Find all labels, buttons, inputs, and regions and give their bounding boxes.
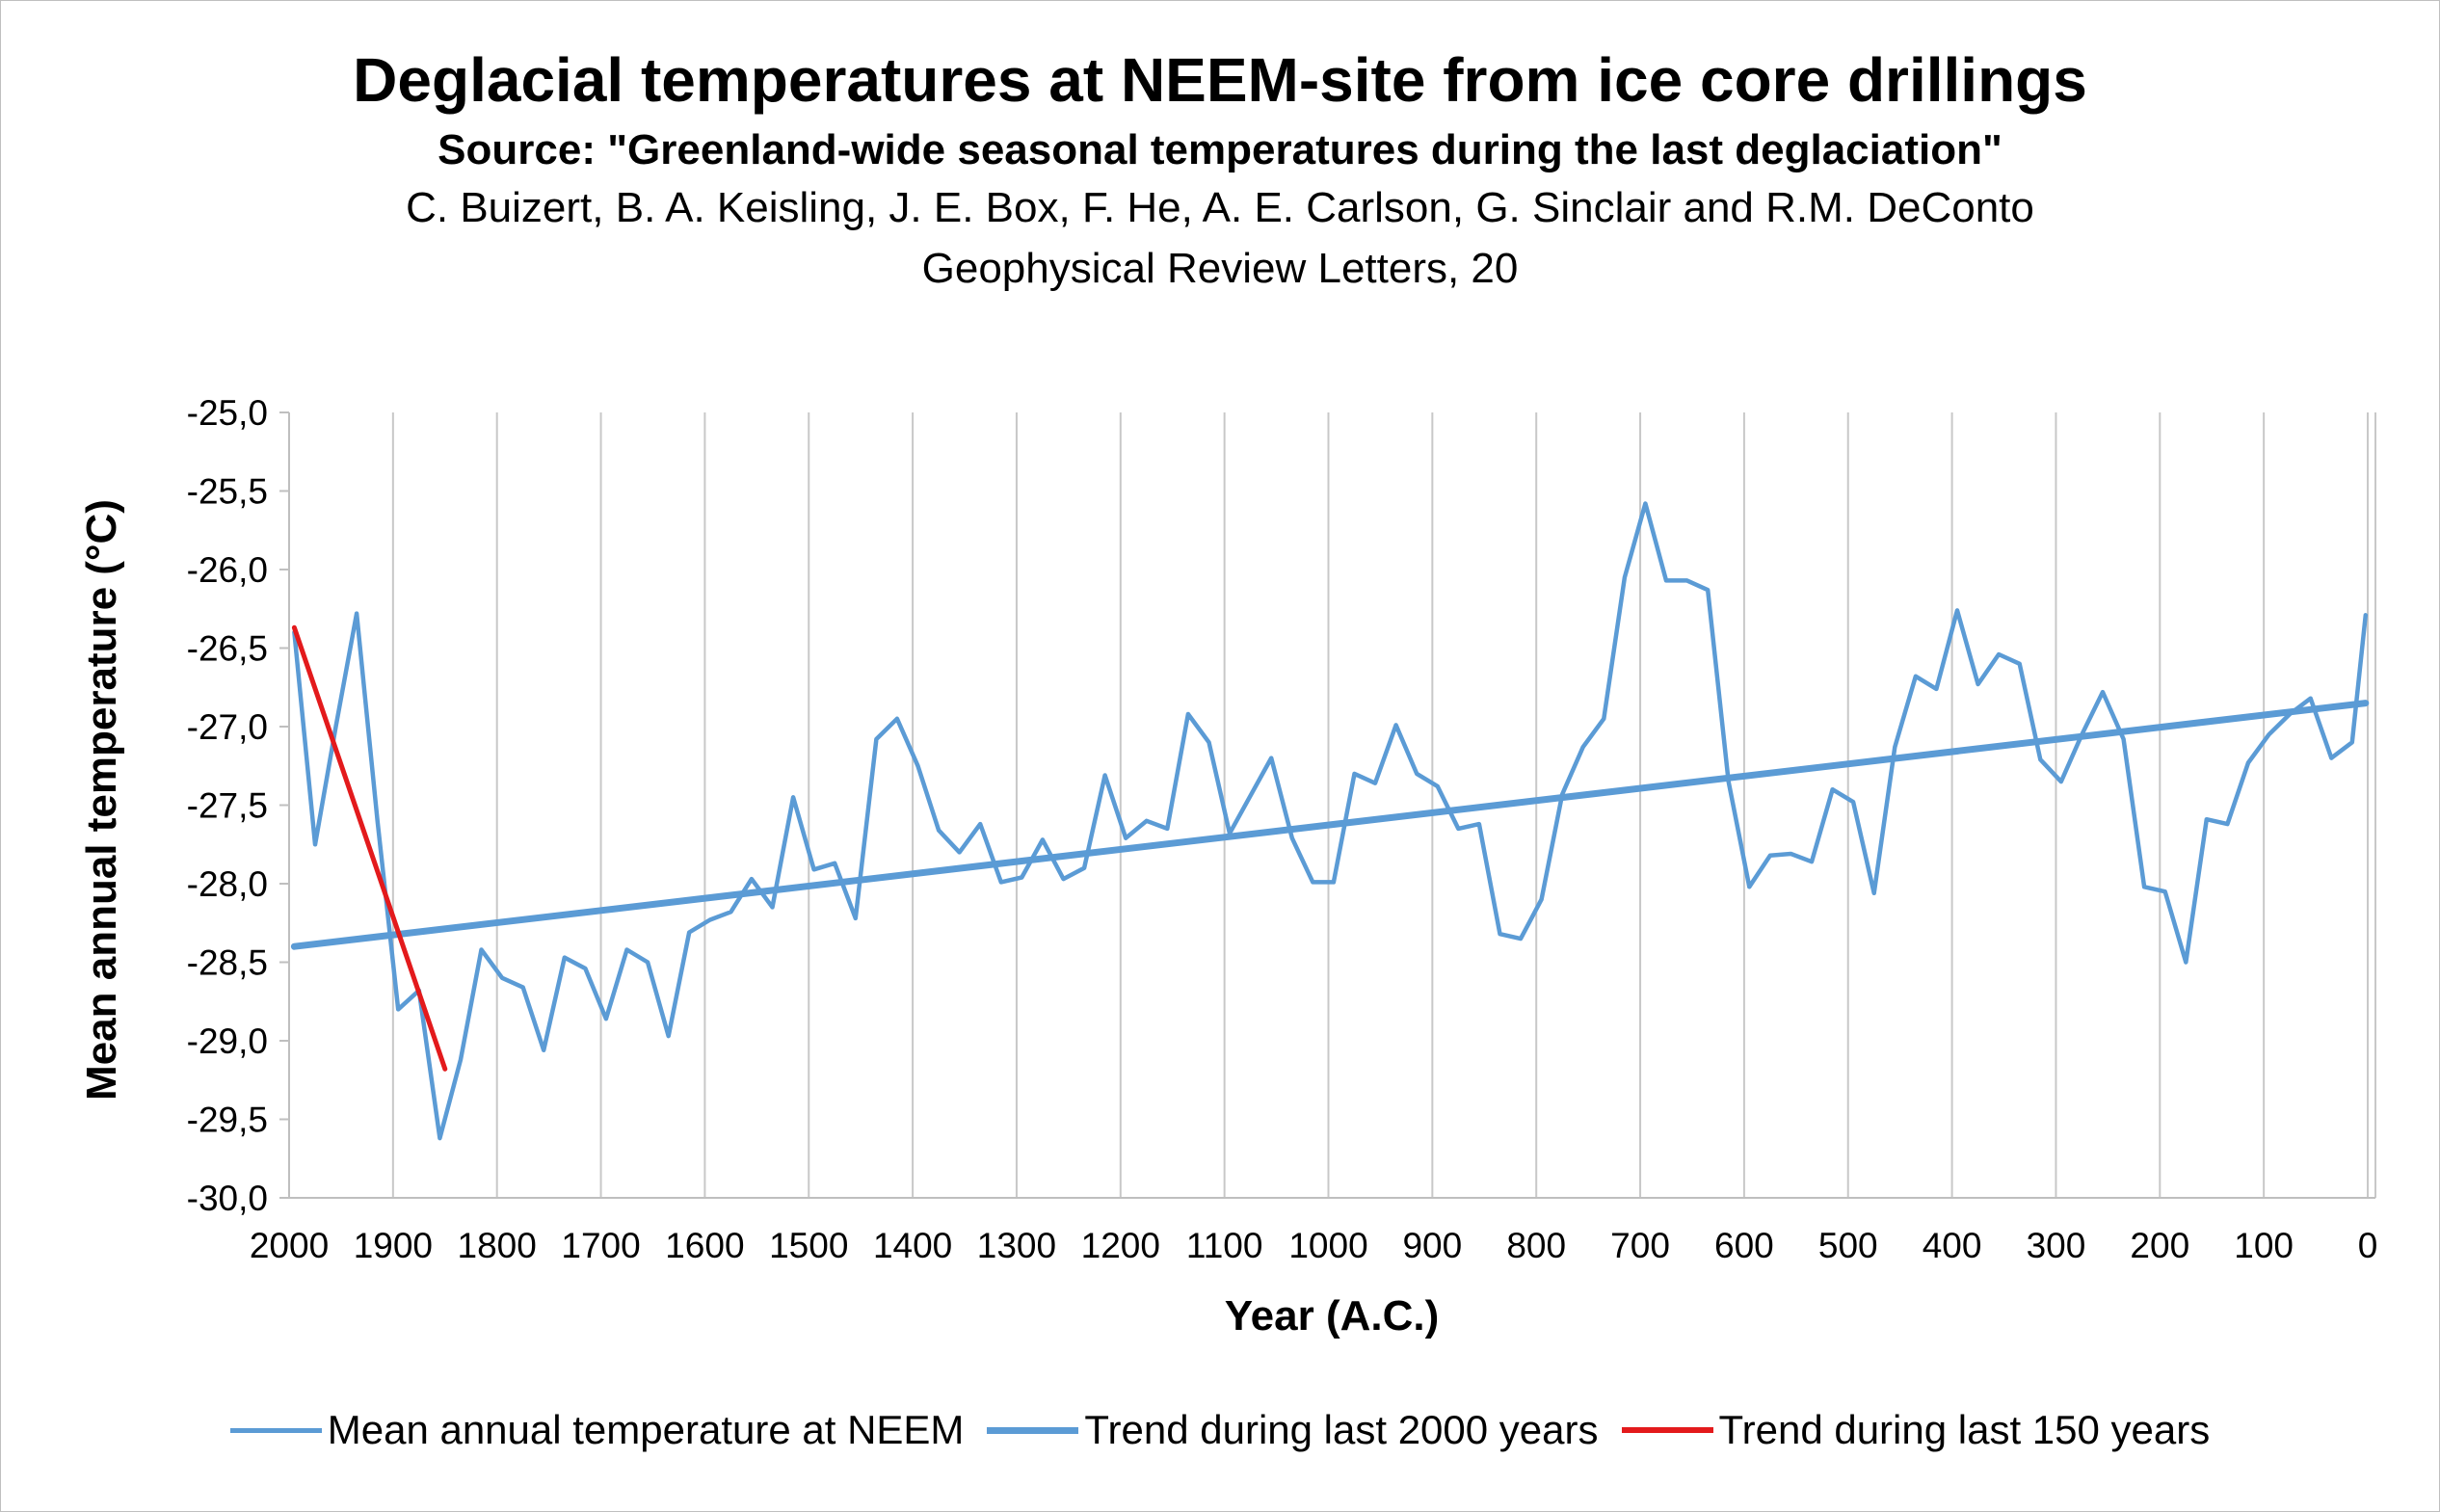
y-tick-label: -29,5: [187, 1101, 268, 1140]
x-tick-label: 1900: [354, 1226, 433, 1265]
x-tick-label: 900: [1402, 1226, 1462, 1265]
x-tick-label: 1400: [873, 1226, 952, 1265]
x-tick-label: 1200: [1081, 1226, 1160, 1265]
x-tick-label: 200: [2130, 1226, 2189, 1265]
x-tick-label: 1300: [977, 1226, 1056, 1265]
y-tick-label: -25,0: [187, 393, 268, 433]
legend-item-trend-150: Trend during last 150 years: [1621, 1407, 2211, 1453]
chart-title: Deglacial temperatures at NEEM-site from…: [353, 45, 2087, 115]
x-tick-label: 1000: [1288, 1226, 1367, 1265]
chart-authors: C. Buizert, B. A. Keisling, J. E. Box, F…: [406, 184, 2034, 231]
x-tick-label: 1700: [561, 1226, 640, 1265]
x-tick-label: 700: [1610, 1226, 1670, 1265]
x-tick-label: 1800: [458, 1226, 537, 1265]
y-tick-label: -25,5: [187, 472, 268, 512]
legend-label-trend-150: Trend during last 150 years: [1718, 1407, 2211, 1452]
x-tick-label: 2000: [250, 1226, 329, 1265]
x-tick-label: 600: [1714, 1226, 1774, 1265]
x-tick-label: 800: [1506, 1226, 1566, 1265]
legend-item-temperature: Mean annual temperature at NEEM: [229, 1407, 965, 1453]
x-axis-label: Year (A.C.): [1225, 1292, 1440, 1340]
y-tick-label: -26,5: [187, 629, 268, 669]
x-tick-label: 500: [1818, 1226, 1878, 1265]
x-tick-label: 0: [2358, 1226, 2378, 1265]
tick-labels: -25,0 -25,5 -26,0 -26,5 -27,0 -27,5 -28,0 -28,5…: [187, 393, 2378, 1265]
series-temperature-line: [292, 501, 2369, 1141]
x-tick-label: 1100: [1186, 1226, 1263, 1265]
grid-lines: [288, 412, 2376, 1198]
legend-swatch-trend-150: [1621, 1427, 1713, 1433]
legend-swatch-trend-2000: [987, 1426, 1079, 1434]
legend-label-trend-2000: Trend during last 2000 years: [1084, 1407, 1599, 1452]
y-tick-label: -27,0: [187, 707, 268, 747]
x-tick-label: 300: [2027, 1226, 2086, 1265]
legend-item-trend-2000: Trend during last 2000 years: [987, 1407, 1599, 1453]
y-axis-label: Mean annual temperature (°C): [78, 499, 125, 1101]
x-tick-label: 1600: [665, 1226, 744, 1265]
y-tick-label: -30,0: [187, 1179, 268, 1218]
y-tick-label: -28,5: [187, 943, 268, 983]
chart-subtitle: Source: "Greenland-wide seasonal tempera…: [438, 126, 2002, 173]
y-tick-label: -29,0: [187, 1021, 268, 1061]
chart-journal: Geophysical Review Letters, 20: [921, 245, 1519, 292]
legend-swatch-temperature: [229, 1427, 322, 1433]
plot-area: [290, 501, 2370, 1141]
legend-label-temperature: Mean annual temperature at NEEM: [327, 1407, 965, 1452]
series-trend-2000-line: [290, 700, 2370, 950]
x-tick-label: 400: [1923, 1226, 1982, 1265]
series-trend-150-line: [291, 624, 448, 1072]
x-tick-label: 1500: [769, 1226, 848, 1265]
x-tick-label: 100: [2234, 1226, 2294, 1265]
title-block: Deglacial temperatures at NEEM-site from…: [0, 37, 2440, 299]
axes: [279, 411, 2375, 1199]
legend: Mean annual temperature at NEEM Trend du…: [0, 1407, 2440, 1453]
y-tick-label: -26,0: [187, 550, 268, 590]
y-tick-label: -28,0: [187, 864, 268, 904]
y-tick-label: -27,5: [187, 786, 268, 826]
